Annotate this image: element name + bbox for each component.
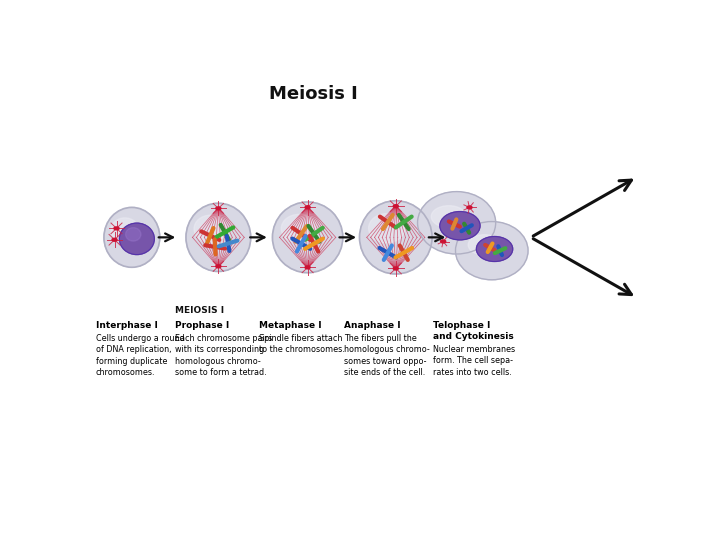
Ellipse shape	[393, 267, 398, 270]
Ellipse shape	[431, 206, 467, 227]
Ellipse shape	[359, 201, 432, 274]
Text: Metaphase I: Metaphase I	[258, 321, 321, 329]
Ellipse shape	[216, 207, 221, 210]
Ellipse shape	[194, 215, 226, 242]
Ellipse shape	[305, 206, 310, 209]
Text: Interphase I: Interphase I	[96, 321, 158, 329]
Ellipse shape	[104, 207, 160, 267]
Ellipse shape	[272, 202, 343, 273]
Ellipse shape	[468, 235, 501, 255]
Ellipse shape	[393, 205, 398, 208]
Text: Each chromosome pairs
with its corresponding
homologous chromo-
some to form a t: Each chromosome pairs with its correspon…	[175, 334, 272, 377]
Ellipse shape	[114, 227, 119, 230]
Text: Telophase I: Telophase I	[433, 321, 490, 329]
Text: Cells undergo a round
of DNA replication,
forming duplicate
chromosomes.: Cells undergo a round of DNA replication…	[96, 334, 184, 377]
Ellipse shape	[125, 228, 141, 241]
Text: Spindle fibers attach
to the chromosomes.: Spindle fibers attach to the chromosomes…	[258, 334, 344, 354]
Ellipse shape	[369, 214, 405, 243]
Ellipse shape	[440, 212, 480, 240]
Ellipse shape	[441, 240, 446, 243]
Ellipse shape	[186, 203, 251, 272]
Text: MEIOSIS I: MEIOSIS I	[175, 307, 224, 315]
Ellipse shape	[112, 238, 117, 241]
Ellipse shape	[216, 265, 221, 268]
Text: Prophase I: Prophase I	[175, 321, 229, 329]
Ellipse shape	[467, 206, 472, 209]
Text: and Cytokinesis: and Cytokinesis	[433, 332, 514, 341]
Ellipse shape	[305, 266, 310, 269]
Ellipse shape	[456, 221, 528, 280]
Text: The fibers pull the
homologous chromo-
somes toward oppo-
site ends of the cell.: The fibers pull the homologous chromo- s…	[344, 334, 430, 377]
Ellipse shape	[111, 218, 139, 242]
Ellipse shape	[477, 237, 513, 261]
Text: Anaphase I: Anaphase I	[344, 321, 400, 329]
Ellipse shape	[418, 192, 495, 254]
Ellipse shape	[120, 223, 154, 254]
Text: Nuclear membranes
form. The cell sepa-
rates into two cells.: Nuclear membranes form. The cell sepa- r…	[433, 345, 516, 376]
Ellipse shape	[282, 214, 316, 242]
Text: Meiosis I: Meiosis I	[269, 85, 358, 103]
